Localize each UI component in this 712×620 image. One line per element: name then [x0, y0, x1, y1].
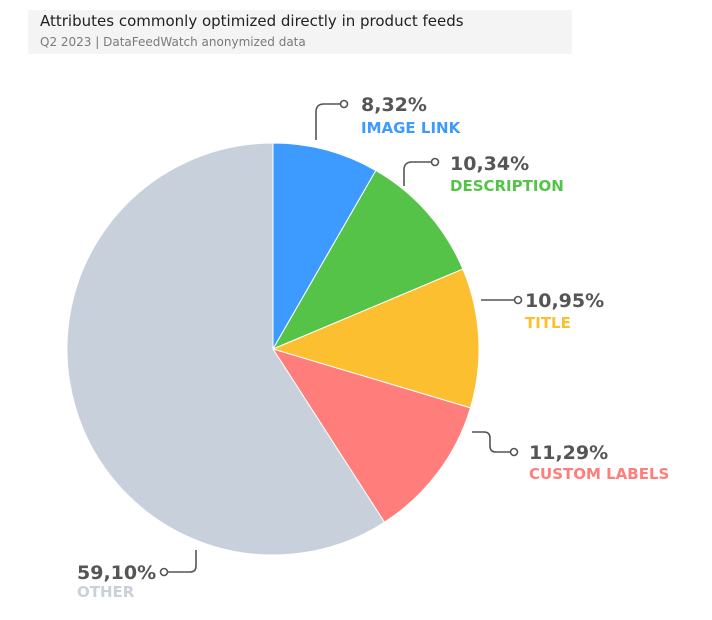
slice-label-custom-labels: CUSTOM LABELS	[529, 465, 669, 483]
chart-subtitle: Q2 2023 | DataFeedWatch anonymized data	[40, 35, 306, 49]
chart-title: Attributes commonly optimized directly i…	[40, 12, 464, 30]
leader-line-image-link	[315, 103, 340, 140]
value-label-custom-labels: 11,29%	[529, 442, 608, 464]
leader-dot-other	[159, 567, 169, 577]
leader-dot-image-link	[339, 99, 349, 109]
pie-slice-title	[271, 268, 480, 409]
leader-line-custom-labels	[472, 431, 510, 453]
leader-line-description	[403, 161, 431, 186]
leader-line-other	[168, 550, 197, 573]
slice-label-image-link: IMAGE LINK	[361, 119, 462, 137]
pie-slice-other	[66, 142, 386, 556]
value-label-other: 59,10%	[77, 562, 156, 584]
leader-dot-title	[513, 295, 523, 305]
value-label-title: 10,95%	[525, 290, 604, 312]
slice-label-description: DESCRIPTION	[450, 177, 564, 195]
slice-label-title: TITLE	[525, 314, 571, 332]
pie-slice-image-link	[272, 142, 377, 351]
value-label-image-link: 8,32%	[361, 94, 427, 116]
leader-dot-description	[430, 157, 440, 167]
pie-slice-custom-labels	[271, 348, 472, 523]
pie-slices	[66, 142, 480, 556]
chart-header	[28, 10, 572, 54]
pie-slice-description	[271, 169, 464, 351]
leader-dot-custom-labels	[509, 447, 519, 457]
value-label-description: 10,34%	[450, 153, 529, 175]
slice-label-other: OTHER	[77, 583, 135, 601]
